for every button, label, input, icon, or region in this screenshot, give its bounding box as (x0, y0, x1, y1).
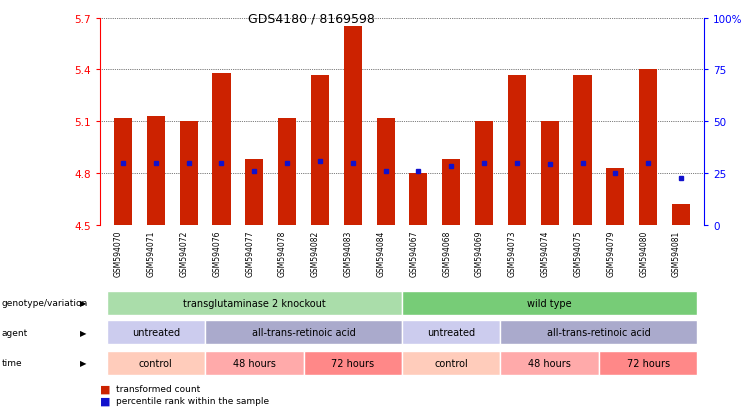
Bar (205, 321, 402, 344)
Bar (402, 291, 697, 315)
Text: transformed count: transformed count (116, 385, 201, 394)
Text: all-trans-retinoic acid: all-trans-retinoic acid (547, 328, 651, 338)
Bar (278, 119, 296, 225)
Text: GSM594082: GSM594082 (311, 230, 320, 276)
Text: control: control (434, 358, 468, 368)
Text: 48 hours: 48 hours (233, 358, 276, 368)
Bar (402, 321, 500, 344)
Text: GSM594076: GSM594076 (213, 230, 222, 276)
Bar (179, 122, 198, 225)
Text: GSM594074: GSM594074 (541, 230, 550, 276)
Text: ▶: ▶ (80, 299, 87, 307)
Bar (500, 351, 599, 375)
Bar (245, 160, 263, 225)
Bar (344, 27, 362, 225)
Bar (639, 70, 657, 225)
Text: ■: ■ (100, 396, 110, 406)
Text: genotype/variation: genotype/variation (1, 299, 87, 307)
Text: percentile rank within the sample: percentile rank within the sample (116, 396, 270, 405)
Text: untreated: untreated (427, 328, 475, 338)
Text: time: time (1, 358, 22, 367)
Text: ▶: ▶ (80, 358, 87, 367)
Bar (409, 173, 428, 225)
Bar (442, 160, 460, 225)
Bar (107, 351, 205, 375)
Bar (114, 119, 132, 225)
Text: GSM594068: GSM594068 (442, 230, 451, 276)
Text: ▶: ▶ (80, 328, 87, 337)
Bar (311, 75, 329, 225)
Bar (500, 321, 697, 344)
Bar (213, 74, 230, 225)
Bar (541, 122, 559, 225)
Text: GSM594078: GSM594078 (278, 230, 287, 276)
Text: GSM594081: GSM594081 (672, 230, 681, 276)
Bar (107, 291, 402, 315)
Bar (147, 116, 165, 225)
Text: 72 hours: 72 hours (331, 358, 374, 368)
Text: GSM594075: GSM594075 (574, 230, 582, 276)
Text: GSM594072: GSM594072 (179, 230, 189, 276)
Bar (376, 119, 395, 225)
Text: GSM594084: GSM594084 (376, 230, 385, 276)
Text: wild type: wild type (528, 298, 572, 308)
Bar (599, 351, 697, 375)
Text: GSM594070: GSM594070 (114, 230, 123, 276)
Text: GSM594069: GSM594069 (475, 230, 484, 276)
Bar (402, 351, 500, 375)
Text: 48 hours: 48 hours (528, 358, 571, 368)
Bar (508, 75, 526, 225)
Text: GSM594077: GSM594077 (245, 230, 254, 276)
Text: GSM594083: GSM594083 (344, 230, 353, 276)
Bar (475, 122, 493, 225)
Text: GDS4180 / 8169598: GDS4180 / 8169598 (248, 12, 375, 25)
Text: control: control (139, 358, 173, 368)
Text: transglutaminase 2 knockout: transglutaminase 2 knockout (183, 298, 326, 308)
Bar (606, 168, 625, 225)
Bar (107, 321, 205, 344)
Bar (672, 204, 690, 225)
Text: untreated: untreated (132, 328, 180, 338)
Bar (205, 351, 304, 375)
Text: agent: agent (1, 328, 27, 337)
Text: ■: ■ (100, 384, 110, 394)
Text: GSM594073: GSM594073 (508, 230, 517, 276)
Text: GSM594079: GSM594079 (606, 230, 615, 276)
Text: GSM594080: GSM594080 (639, 230, 648, 276)
Bar (574, 75, 591, 225)
Text: all-trans-retinoic acid: all-trans-retinoic acid (252, 328, 356, 338)
Text: GSM594067: GSM594067 (410, 230, 419, 276)
Text: GSM594071: GSM594071 (147, 230, 156, 276)
Bar (304, 351, 402, 375)
Text: 72 hours: 72 hours (627, 358, 670, 368)
